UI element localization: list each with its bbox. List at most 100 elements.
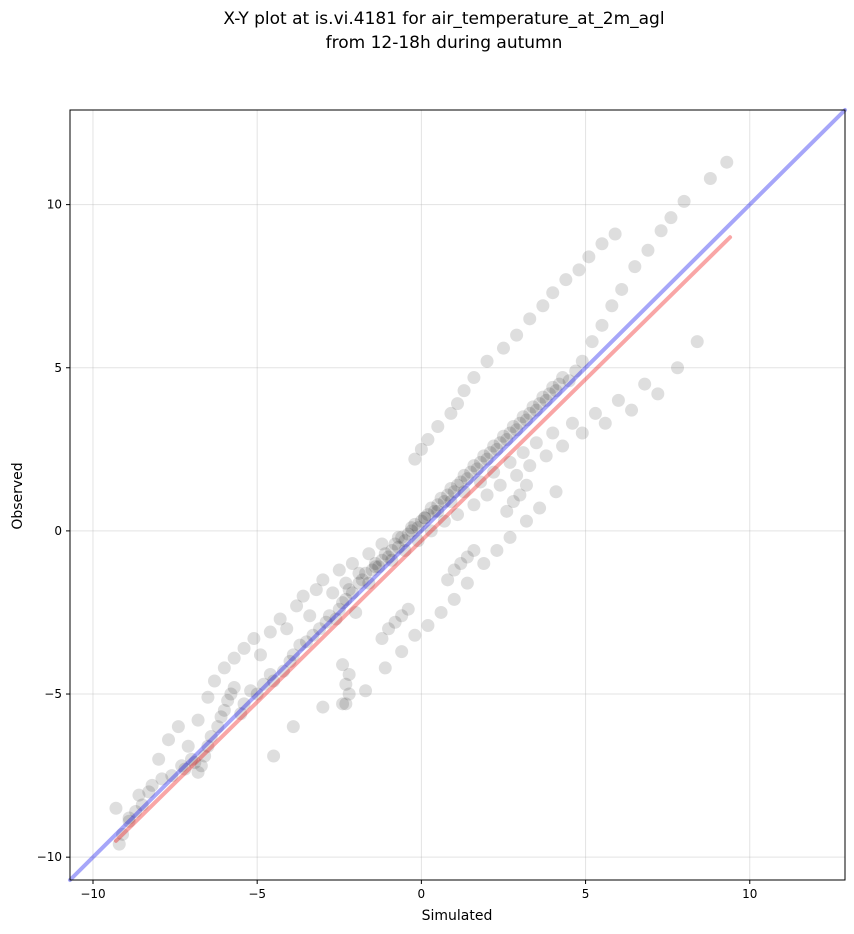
scatter-point: [424, 524, 438, 538]
scatter-point: [382, 622, 396, 636]
scatter-point: [185, 752, 199, 766]
scatter-point: [437, 514, 451, 528]
scatter-point: [424, 501, 438, 515]
scatter-point: [431, 504, 445, 518]
scatter-point: [204, 729, 218, 743]
scatter-point: [546, 380, 560, 394]
scatter-point: [483, 446, 497, 460]
scatter-point: [605, 299, 619, 313]
scatter-point: [221, 694, 235, 708]
scatter-point: [559, 273, 573, 287]
scatter-point: [595, 318, 609, 332]
scatter-point: [263, 625, 277, 639]
scatter-point: [454, 475, 468, 489]
scatter-point: [352, 566, 366, 580]
scatter-point: [342, 583, 356, 597]
scatter-point: [641, 243, 655, 257]
scatter-point: [385, 553, 399, 567]
scatter-point: [516, 446, 530, 460]
x-tick-label: −5: [248, 887, 266, 901]
scatter-point: [467, 543, 481, 557]
scatter-point: [217, 703, 231, 717]
x-tick-label: 10: [742, 887, 757, 901]
scatter-point: [303, 609, 317, 623]
scatter-point: [595, 237, 609, 251]
scatter-point: [175, 759, 189, 773]
scatter-point: [703, 172, 717, 186]
scatter-point: [244, 684, 258, 698]
scatter-point: [519, 413, 533, 427]
scatter-point: [165, 769, 179, 783]
scatter-point: [112, 837, 126, 851]
scatter-point: [227, 651, 241, 665]
scatter-point: [362, 576, 376, 590]
scatter-point: [316, 573, 330, 587]
scatter-point: [352, 576, 366, 590]
scatter-point: [247, 632, 261, 646]
plot-area-frame: [69, 109, 846, 881]
scatter-point: [388, 615, 402, 629]
scatter-point: [286, 720, 300, 734]
scatter-point: [411, 534, 425, 548]
scatter-point: [441, 573, 455, 587]
scatter-point: [395, 609, 409, 623]
chart-title: X-Y plot at is.vi.4181 for air_temperatu…: [223, 9, 664, 53]
scatter-point: [506, 419, 520, 433]
scatter-point: [431, 419, 445, 433]
scatter-point: [431, 498, 445, 512]
scatter-point: [552, 377, 566, 391]
y-tick-label: 0: [54, 524, 62, 538]
scatter-point: [296, 589, 310, 603]
scatter-point: [217, 661, 231, 675]
scatter-point: [457, 384, 471, 398]
scatter-point: [198, 749, 212, 763]
regression-line: [113, 235, 733, 843]
scatter-point: [336, 658, 350, 672]
scatter-point: [539, 393, 553, 407]
scatter-point: [250, 687, 264, 701]
scatter-point: [503, 455, 517, 469]
scatter-point: [411, 521, 425, 535]
scatter-point: [378, 547, 392, 561]
scatter-point: [546, 286, 560, 300]
x-tick-label: 0: [418, 887, 426, 901]
scatter-point: [280, 622, 294, 636]
scatter-point: [441, 488, 455, 502]
scatter-point: [401, 527, 415, 541]
scatter-point: [224, 687, 238, 701]
scatter-point: [556, 371, 570, 385]
scatter-point: [329, 612, 343, 626]
scatter-point: [549, 485, 563, 499]
scatter-point: [391, 540, 405, 554]
x-tick-label: −10: [80, 887, 105, 901]
scatter-point: [362, 547, 376, 561]
scatter-point: [582, 250, 596, 264]
scatter-point: [460, 472, 474, 486]
scatter-point: [654, 224, 668, 238]
scatter-point: [516, 410, 530, 424]
scatter-point: [408, 452, 422, 466]
scatter-point: [575, 426, 589, 440]
scatter-points: [109, 155, 734, 851]
scatter-point: [542, 387, 556, 401]
scatter-point: [201, 690, 215, 704]
scatter-point: [122, 811, 136, 825]
scatter-point: [628, 260, 642, 274]
scatter-point: [227, 681, 241, 694]
scatter-point: [451, 397, 464, 411]
scatter-point: [129, 804, 143, 818]
scatter-point: [339, 592, 353, 606]
scatter-point: [513, 416, 527, 430]
scatter-point: [529, 403, 543, 417]
scatter-point: [467, 459, 481, 473]
scatter-point: [290, 599, 304, 613]
scatter-point: [625, 403, 639, 417]
scatter-point: [414, 514, 428, 528]
scatter-point: [332, 563, 346, 577]
scatter-point: [273, 612, 287, 626]
scatter-point: [451, 478, 464, 492]
y-tick-label: 5: [54, 361, 62, 375]
scatter-point: [447, 592, 461, 606]
scatter-point: [437, 495, 451, 509]
scatter-point: [533, 397, 547, 411]
